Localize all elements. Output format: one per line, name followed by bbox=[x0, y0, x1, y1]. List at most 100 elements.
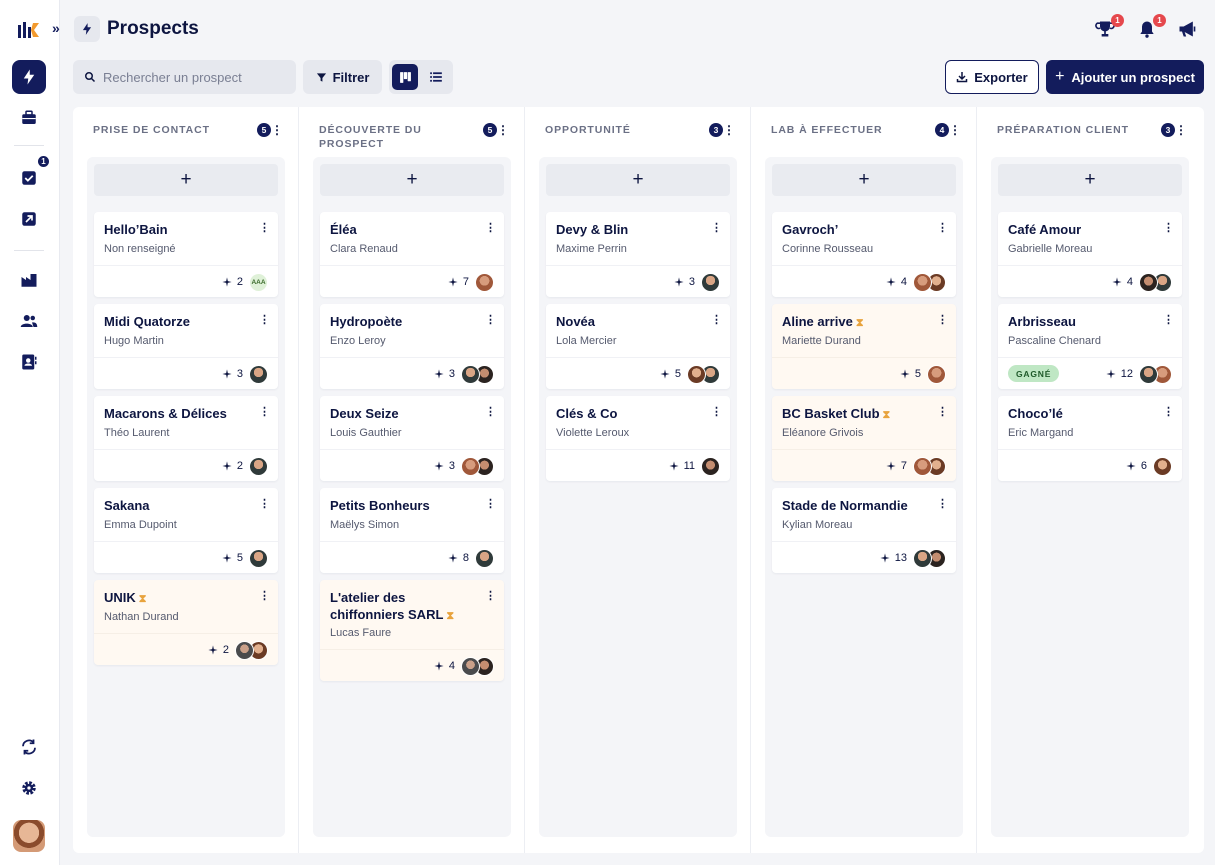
card-footer: 3 bbox=[320, 357, 504, 389]
factory-icon bbox=[21, 274, 37, 287]
prospect-card[interactable]: Éléa ⋮ Clara Renaud 7 bbox=[320, 212, 504, 297]
filter-button[interactable]: Filtrer bbox=[303, 60, 382, 94]
card-footer: 4 bbox=[998, 265, 1182, 297]
kanban-view-button[interactable] bbox=[392, 64, 418, 90]
card-contact-name: Hugo Martin bbox=[104, 335, 164, 347]
hourglass-icon: ⧗ bbox=[882, 409, 891, 421]
prospect-card[interactable]: Novéa ⋮ Lola Mercier 5 bbox=[546, 304, 730, 389]
card-contact-name: Kylian Moreau bbox=[782, 519, 853, 531]
add-card-button[interactable]: + bbox=[546, 164, 730, 196]
list-view-button[interactable] bbox=[423, 64, 449, 90]
prospect-card[interactable]: Sakana ⋮ Emma Dupoint 5 bbox=[94, 488, 278, 573]
sidebar-item-prospects[interactable] bbox=[12, 60, 46, 94]
prospect-card[interactable]: Arbrisseau ⋮ Pascaline Chenard GAGNÉ 12 bbox=[998, 304, 1182, 389]
card-contact-name: Emma Dupoint bbox=[104, 519, 177, 531]
column-menu-icon[interactable]: ⋮ bbox=[497, 123, 509, 137]
card-metric: 3 bbox=[434, 368, 455, 380]
trophy-button[interactable]: 1 bbox=[1095, 14, 1124, 41]
user-avatar[interactable] bbox=[13, 820, 45, 852]
avatar bbox=[701, 273, 720, 292]
card-menu-icon[interactable]: ⋮ bbox=[259, 590, 270, 602]
prospect-card[interactable]: Hydropoète ⋮ Enzo Leroy 3 bbox=[320, 304, 504, 389]
prospect-card[interactable]: BC Basket Club ⧗ ⋮ Eléanore Grivois 7 bbox=[772, 396, 956, 481]
card-menu-icon[interactable]: ⋮ bbox=[1163, 222, 1174, 234]
notifications-button[interactable]: 1 bbox=[1137, 14, 1166, 41]
column-menu-icon[interactable]: ⋮ bbox=[949, 123, 961, 137]
card-menu-icon[interactable]: ⋮ bbox=[259, 406, 270, 418]
card-metric: 11 bbox=[668, 460, 695, 472]
list-icon bbox=[430, 72, 442, 82]
prospect-card[interactable]: Hello’Bain ⋮ Non renseigné 2 AAA bbox=[94, 212, 278, 297]
metric-value: 8 bbox=[462, 552, 469, 564]
export-button[interactable]: Exporter bbox=[945, 60, 1039, 94]
prospect-card[interactable]: Clés & Co ⋮ Violette Leroux 11 bbox=[546, 396, 730, 481]
column-menu-icon[interactable]: ⋮ bbox=[271, 123, 283, 137]
metric-value: 3 bbox=[236, 368, 243, 380]
card-menu-icon[interactable]: ⋮ bbox=[937, 222, 948, 234]
card-menu-icon[interactable]: ⋮ bbox=[711, 406, 722, 418]
card-menu-icon[interactable]: ⋮ bbox=[711, 314, 722, 326]
lightning-icon bbox=[82, 23, 92, 35]
card-contact-name: Lucas Faure bbox=[330, 627, 392, 639]
announcements-button[interactable] bbox=[1177, 19, 1199, 41]
card-menu-icon[interactable]: ⋮ bbox=[937, 498, 948, 510]
metric-value: 4 bbox=[900, 276, 907, 288]
add-prospect-button[interactable]: + Ajouter un prospect bbox=[1046, 60, 1204, 94]
prospect-card[interactable]: Macarons & Délices ⋮ Théo Laurent 2 bbox=[94, 396, 278, 481]
card-menu-icon[interactable]: ⋮ bbox=[1163, 314, 1174, 326]
sidebar-item-exports[interactable] bbox=[12, 202, 46, 236]
prospect-card[interactable]: UNIK ⧗ ⋮ Nathan Durand 2 bbox=[94, 580, 278, 665]
prospect-card[interactable]: Stade de Normandie ⋮ Kylian Moreau 13 bbox=[772, 488, 956, 573]
card-footer: 4 bbox=[772, 265, 956, 297]
add-card-button[interactable]: + bbox=[772, 164, 956, 196]
metric-value: 3 bbox=[688, 276, 695, 288]
card-menu-icon[interactable]: ⋮ bbox=[259, 222, 270, 234]
card-menu-icon[interactable]: ⋮ bbox=[259, 498, 270, 510]
sidebar-item-companies[interactable] bbox=[12, 263, 46, 297]
sidebar-item-sync[interactable] bbox=[12, 730, 46, 764]
card-menu-icon[interactable]: ⋮ bbox=[937, 406, 948, 418]
sidebar-item-tasks[interactable]: 1 bbox=[12, 155, 50, 195]
card-menu-icon[interactable]: ⋮ bbox=[259, 314, 270, 326]
card-contact-name: Nathan Durand bbox=[104, 611, 179, 623]
sidebar-item-contacts[interactable] bbox=[12, 304, 46, 338]
prospect-card[interactable]: Petits Bonheurs ⋮ Maëlys Simon 8 bbox=[320, 488, 504, 573]
sparkle-icon bbox=[208, 645, 218, 655]
add-card-button[interactable]: + bbox=[998, 164, 1182, 196]
sidebar-item-deals[interactable] bbox=[12, 101, 46, 135]
sync-icon bbox=[22, 739, 36, 755]
megaphone-icon bbox=[1179, 21, 1196, 37]
card-menu-icon[interactable]: ⋮ bbox=[1163, 406, 1174, 418]
search-box[interactable] bbox=[73, 60, 296, 94]
card-metric: 7 bbox=[448, 276, 469, 288]
logo bbox=[18, 22, 39, 38]
search-input[interactable] bbox=[103, 69, 283, 85]
card-menu-icon[interactable]: ⋮ bbox=[485, 590, 496, 602]
prospect-card[interactable]: Gavroch’ ⋮ Corinne Rousseau 4 bbox=[772, 212, 956, 297]
card-menu-icon[interactable]: ⋮ bbox=[711, 222, 722, 234]
add-card-button[interactable]: + bbox=[320, 164, 504, 196]
column-count-badge: 3 bbox=[709, 123, 723, 137]
prospect-card[interactable]: Deux Seize ⋮ Louis Gauthier 3 bbox=[320, 396, 504, 481]
prospect-card[interactable]: Café Amour ⋮ Gabrielle Moreau 4 bbox=[998, 212, 1182, 297]
card-menu-icon[interactable]: ⋮ bbox=[485, 314, 496, 326]
sparkle-icon bbox=[434, 661, 444, 671]
card-menu-icon[interactable]: ⋮ bbox=[485, 498, 496, 510]
card-menu-icon[interactable]: ⋮ bbox=[485, 222, 496, 234]
metric-value: 5 bbox=[674, 368, 681, 380]
card-menu-icon[interactable]: ⋮ bbox=[937, 314, 948, 326]
column-menu-icon[interactable]: ⋮ bbox=[1175, 123, 1187, 137]
expand-sidebar-button[interactable]: » bbox=[52, 20, 60, 36]
sidebar-item-directory[interactable] bbox=[12, 345, 46, 379]
prospect-card[interactable]: L'atelier des chiffonniers SARL ⧗ ⋮ Lucas F… bbox=[320, 580, 504, 681]
prospect-card[interactable]: Aline arrive ⧗ ⋮ Mariette Durand 5 bbox=[772, 304, 956, 389]
column-menu-icon[interactable]: ⋮ bbox=[723, 123, 735, 137]
sparkle-icon bbox=[222, 277, 232, 287]
prospect-card[interactable]: Devy & Blin ⋮ Maxime Perrin 3 bbox=[546, 212, 730, 297]
add-card-button[interactable]: + bbox=[94, 164, 278, 196]
card-company-name: Clés & Co bbox=[556, 405, 706, 422]
prospect-card[interactable]: Midi Quatorze ⋮ Hugo Martin 3 bbox=[94, 304, 278, 389]
prospect-card[interactable]: Choco’lé ⋮ Eric Margand 6 bbox=[998, 396, 1182, 481]
sidebar-item-settings[interactable] bbox=[12, 771, 46, 805]
card-menu-icon[interactable]: ⋮ bbox=[485, 406, 496, 418]
